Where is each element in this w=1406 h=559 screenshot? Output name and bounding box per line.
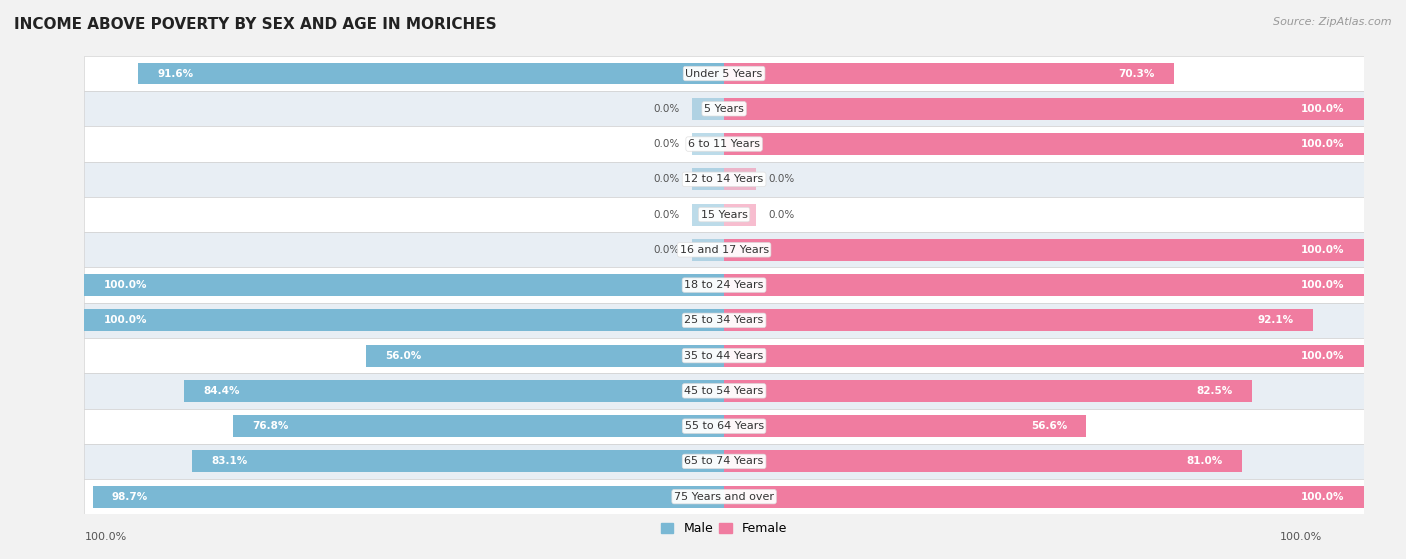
Text: 92.1%: 92.1% <box>1258 315 1294 325</box>
Text: 84.4%: 84.4% <box>204 386 240 396</box>
Text: 100.0%: 100.0% <box>84 532 127 542</box>
Bar <box>724 133 1364 155</box>
Text: 55 to 64 Years: 55 to 64 Years <box>685 421 763 431</box>
Text: 0.0%: 0.0% <box>769 174 796 184</box>
Text: 12 to 14 Years: 12 to 14 Years <box>685 174 763 184</box>
Text: 100.0%: 100.0% <box>104 315 148 325</box>
Bar <box>692 133 724 155</box>
Bar <box>692 239 724 260</box>
Text: 75 Years and over: 75 Years and over <box>673 492 775 501</box>
Text: 82.5%: 82.5% <box>1197 386 1233 396</box>
Bar <box>84 274 724 296</box>
Bar <box>692 203 724 225</box>
Text: 70.3%: 70.3% <box>1118 69 1154 78</box>
Text: 18 to 24 Years: 18 to 24 Years <box>685 280 763 290</box>
Text: 100.0%: 100.0% <box>1301 139 1344 149</box>
Bar <box>84 479 1364 514</box>
Bar <box>724 274 1364 296</box>
Text: 100.0%: 100.0% <box>1301 350 1344 361</box>
Text: 100.0%: 100.0% <box>1279 532 1322 542</box>
Text: 100.0%: 100.0% <box>1301 104 1344 114</box>
Bar <box>84 56 1364 91</box>
Bar <box>84 197 1364 232</box>
Bar <box>724 451 1243 472</box>
Bar <box>724 415 1087 437</box>
Text: 0.0%: 0.0% <box>652 104 679 114</box>
Text: 83.1%: 83.1% <box>212 456 247 466</box>
Text: 0.0%: 0.0% <box>769 210 796 220</box>
Bar <box>84 232 1364 267</box>
Text: 76.8%: 76.8% <box>252 421 288 431</box>
Text: 100.0%: 100.0% <box>1301 245 1344 255</box>
Bar <box>724 203 756 225</box>
Bar <box>84 373 1364 409</box>
Text: INCOME ABOVE POVERTY BY SEX AND AGE IN MORICHES: INCOME ABOVE POVERTY BY SEX AND AGE IN M… <box>14 17 496 32</box>
Bar <box>724 380 1251 402</box>
Bar <box>84 409 1364 444</box>
Text: 45 to 54 Years: 45 to 54 Years <box>685 386 763 396</box>
Text: 16 and 17 Years: 16 and 17 Years <box>679 245 769 255</box>
Bar <box>138 63 724 84</box>
Text: 0.0%: 0.0% <box>652 245 679 255</box>
Bar <box>724 239 1364 260</box>
Text: 81.0%: 81.0% <box>1187 456 1223 466</box>
Bar <box>184 380 724 402</box>
Bar <box>84 126 1364 162</box>
Bar <box>233 415 724 437</box>
Text: 15 Years: 15 Years <box>700 210 748 220</box>
Text: 5 Years: 5 Years <box>704 104 744 114</box>
Bar <box>84 303 1364 338</box>
Text: 98.7%: 98.7% <box>112 492 148 501</box>
Bar <box>193 451 724 472</box>
Bar <box>724 486 1364 508</box>
Bar <box>84 91 1364 126</box>
Text: Under 5 Years: Under 5 Years <box>686 69 762 78</box>
Text: 0.0%: 0.0% <box>652 139 679 149</box>
Bar <box>724 98 1364 120</box>
Bar <box>724 310 1313 331</box>
Bar <box>724 345 1364 367</box>
Text: 56.0%: 56.0% <box>385 350 422 361</box>
Bar <box>84 267 1364 303</box>
Text: 25 to 34 Years: 25 to 34 Years <box>685 315 763 325</box>
Text: 100.0%: 100.0% <box>104 280 148 290</box>
Legend: Male, Female: Male, Female <box>657 517 792 540</box>
Bar <box>93 486 724 508</box>
Bar <box>84 338 1364 373</box>
Text: 100.0%: 100.0% <box>1301 492 1344 501</box>
Text: 0.0%: 0.0% <box>652 210 679 220</box>
Text: 35 to 44 Years: 35 to 44 Years <box>685 350 763 361</box>
Bar <box>366 345 724 367</box>
Bar <box>84 444 1364 479</box>
Text: 91.6%: 91.6% <box>157 69 194 78</box>
Bar <box>84 310 724 331</box>
Text: 65 to 74 Years: 65 to 74 Years <box>685 456 763 466</box>
Bar <box>724 168 756 190</box>
Bar <box>724 63 1174 84</box>
Bar <box>84 162 1364 197</box>
Bar <box>692 168 724 190</box>
Text: 100.0%: 100.0% <box>1301 280 1344 290</box>
Text: 6 to 11 Years: 6 to 11 Years <box>688 139 761 149</box>
Bar <box>692 98 724 120</box>
Text: 0.0%: 0.0% <box>652 174 679 184</box>
Text: 56.6%: 56.6% <box>1031 421 1067 431</box>
Text: Source: ZipAtlas.com: Source: ZipAtlas.com <box>1274 17 1392 27</box>
